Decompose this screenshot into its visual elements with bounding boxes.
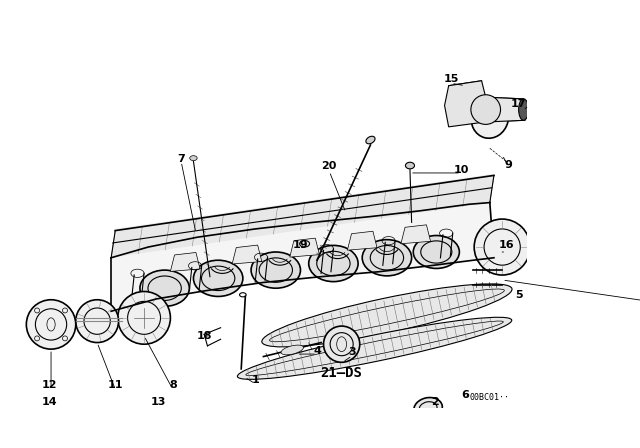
Polygon shape [348, 231, 377, 250]
Ellipse shape [406, 162, 415, 169]
Text: 12: 12 [42, 380, 57, 390]
Polygon shape [232, 245, 262, 264]
Circle shape [471, 95, 500, 125]
Polygon shape [138, 425, 177, 448]
Text: 5: 5 [515, 290, 522, 300]
Ellipse shape [237, 317, 512, 379]
Text: 15: 15 [444, 74, 459, 84]
Ellipse shape [362, 240, 412, 276]
Text: 3: 3 [349, 348, 356, 358]
Text: 16: 16 [499, 241, 514, 250]
Text: 6: 6 [461, 390, 469, 400]
Text: 13: 13 [150, 397, 166, 407]
Circle shape [474, 219, 530, 275]
Ellipse shape [308, 246, 358, 282]
Text: 4: 4 [313, 346, 321, 356]
Text: 9: 9 [505, 160, 513, 170]
Circle shape [324, 326, 360, 362]
Text: 14: 14 [42, 397, 57, 407]
Ellipse shape [140, 270, 189, 306]
Ellipse shape [366, 136, 375, 144]
Ellipse shape [193, 260, 243, 297]
Text: 17: 17 [511, 99, 526, 109]
Ellipse shape [281, 345, 303, 355]
Ellipse shape [471, 97, 509, 138]
Circle shape [118, 292, 170, 344]
Text: 00BC01··: 00BC01·· [470, 393, 510, 402]
Ellipse shape [262, 284, 512, 347]
Polygon shape [170, 253, 200, 271]
Polygon shape [486, 97, 525, 122]
Polygon shape [111, 174, 494, 258]
Ellipse shape [414, 397, 442, 419]
Text: 20: 20 [322, 161, 337, 172]
Text: 10: 10 [453, 165, 468, 175]
Text: 8: 8 [169, 380, 177, 390]
Polygon shape [290, 238, 319, 257]
Polygon shape [445, 81, 486, 127]
Circle shape [76, 300, 118, 343]
Text: 7: 7 [177, 154, 185, 164]
Text: 2: 2 [431, 397, 438, 407]
Text: 19: 19 [292, 241, 308, 250]
Ellipse shape [518, 99, 529, 120]
Ellipse shape [413, 236, 460, 268]
Polygon shape [401, 225, 431, 244]
Text: 1: 1 [252, 375, 259, 384]
Circle shape [26, 300, 76, 349]
Text: 11: 11 [108, 380, 123, 390]
Ellipse shape [189, 155, 197, 161]
Text: 18: 18 [196, 331, 212, 341]
Ellipse shape [26, 446, 34, 448]
Ellipse shape [251, 252, 301, 288]
Text: 21–DS: 21–DS [321, 366, 363, 380]
Polygon shape [111, 202, 494, 311]
